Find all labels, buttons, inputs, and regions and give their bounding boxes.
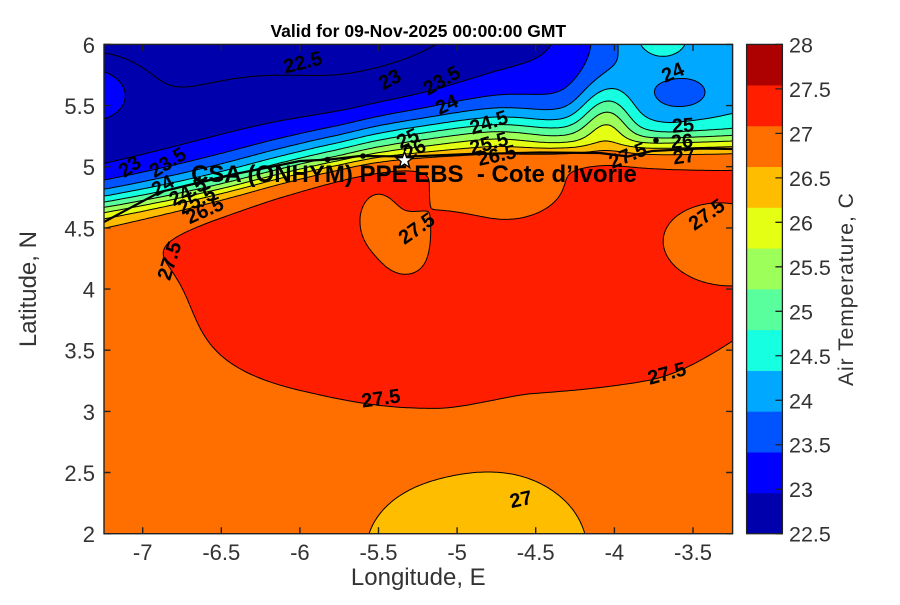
- svg-text:-6.5: -6.5: [202, 540, 240, 565]
- svg-text:3.5: 3.5: [64, 339, 95, 364]
- svg-text:6: 6: [83, 33, 95, 58]
- svg-text:27: 27: [789, 122, 813, 146]
- svg-text:Valid for 09-Nov-2025 00:00:00: Valid for 09-Nov-2025 00:00:00 GMT: [270, 21, 566, 41]
- svg-text:25: 25: [671, 114, 695, 137]
- svg-text:26: 26: [670, 130, 694, 153]
- svg-text:26.5: 26.5: [789, 167, 831, 191]
- svg-text:23.5: 23.5: [789, 434, 831, 458]
- svg-text:Air Temperature, C: Air Temperature, C: [835, 192, 858, 386]
- svg-text:Longitude, E: Longitude, E: [351, 564, 486, 591]
- svg-text:-6: -6: [290, 540, 310, 565]
- svg-text:-4.5: -4.5: [517, 540, 555, 565]
- svg-text:-3.5: -3.5: [674, 540, 712, 565]
- svg-text:27: 27: [671, 145, 696, 170]
- svg-text:-4: -4: [605, 540, 625, 565]
- svg-text:28: 28: [789, 33, 813, 57]
- svg-text:25: 25: [789, 300, 813, 324]
- svg-text:CSA (ONHYM) PPE EBS - Cote d’: CSA (ONHYM) PPE EBS - Cote d’Ivorie: [191, 161, 637, 188]
- svg-text:-5.5: -5.5: [360, 540, 398, 565]
- svg-text:5.5: 5.5: [64, 94, 95, 119]
- svg-text:24: 24: [789, 389, 813, 413]
- svg-text:26: 26: [789, 211, 813, 235]
- svg-text:27: 27: [508, 487, 534, 513]
- svg-text:27.5: 27.5: [789, 78, 831, 102]
- svg-text:-7: -7: [133, 540, 153, 565]
- svg-text:-5: -5: [447, 540, 467, 565]
- svg-text:27.5: 27.5: [360, 385, 402, 412]
- svg-text:4: 4: [83, 278, 95, 303]
- svg-text:25.5: 25.5: [789, 256, 831, 280]
- svg-text:4.5: 4.5: [64, 216, 95, 241]
- svg-text:5: 5: [83, 155, 95, 180]
- svg-text:24.5: 24.5: [789, 345, 831, 369]
- svg-text:23: 23: [789, 478, 813, 502]
- svg-text:22.5: 22.5: [789, 523, 831, 547]
- svg-text:2: 2: [83, 522, 95, 547]
- svg-text:2.5: 2.5: [64, 461, 95, 486]
- svg-text:3: 3: [83, 400, 95, 425]
- svg-text:Latitude, N: Latitude, N: [15, 231, 42, 347]
